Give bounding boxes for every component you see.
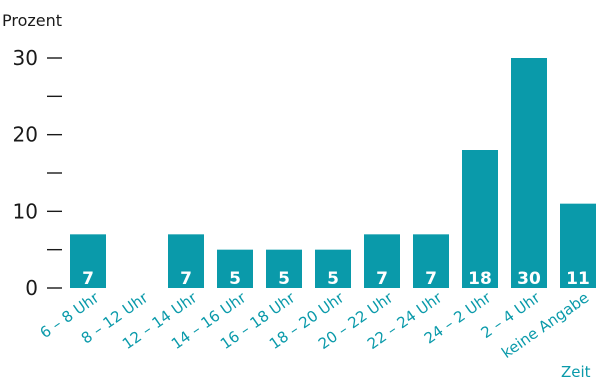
value-label: 5 xyxy=(278,269,290,289)
category-label: keine Angabe xyxy=(498,289,592,362)
y-axis-title: Prozent xyxy=(2,11,62,30)
bar xyxy=(364,234,400,288)
value-label: 11 xyxy=(566,269,590,289)
bar xyxy=(511,58,547,288)
bars xyxy=(70,58,596,288)
bar xyxy=(168,234,204,288)
value-label: 7 xyxy=(376,269,388,289)
value-label: 7 xyxy=(82,269,94,289)
bar xyxy=(266,249,302,288)
bar xyxy=(462,150,498,288)
bar xyxy=(413,234,449,288)
y-tick-label: 30 xyxy=(13,46,38,70)
x-axis-title: Zeit xyxy=(561,363,591,381)
bar xyxy=(217,249,253,288)
y-tick-label: 10 xyxy=(13,199,38,223)
value-labels: 7 7 5 5 5 7 7 18 30 11 xyxy=(82,269,590,289)
bar xyxy=(315,249,351,288)
value-label: 5 xyxy=(327,269,339,289)
y-tick-label: 0 xyxy=(25,276,38,300)
y-tick-label: 20 xyxy=(13,123,38,147)
y-axis: 0 10 20 30 xyxy=(13,46,62,300)
value-label: 30 xyxy=(517,269,541,289)
bar xyxy=(560,203,596,288)
value-label: 7 xyxy=(180,269,192,289)
value-label: 7 xyxy=(425,269,437,289)
bar xyxy=(70,234,106,288)
value-label: 18 xyxy=(468,269,492,289)
value-label: 5 xyxy=(229,269,241,289)
